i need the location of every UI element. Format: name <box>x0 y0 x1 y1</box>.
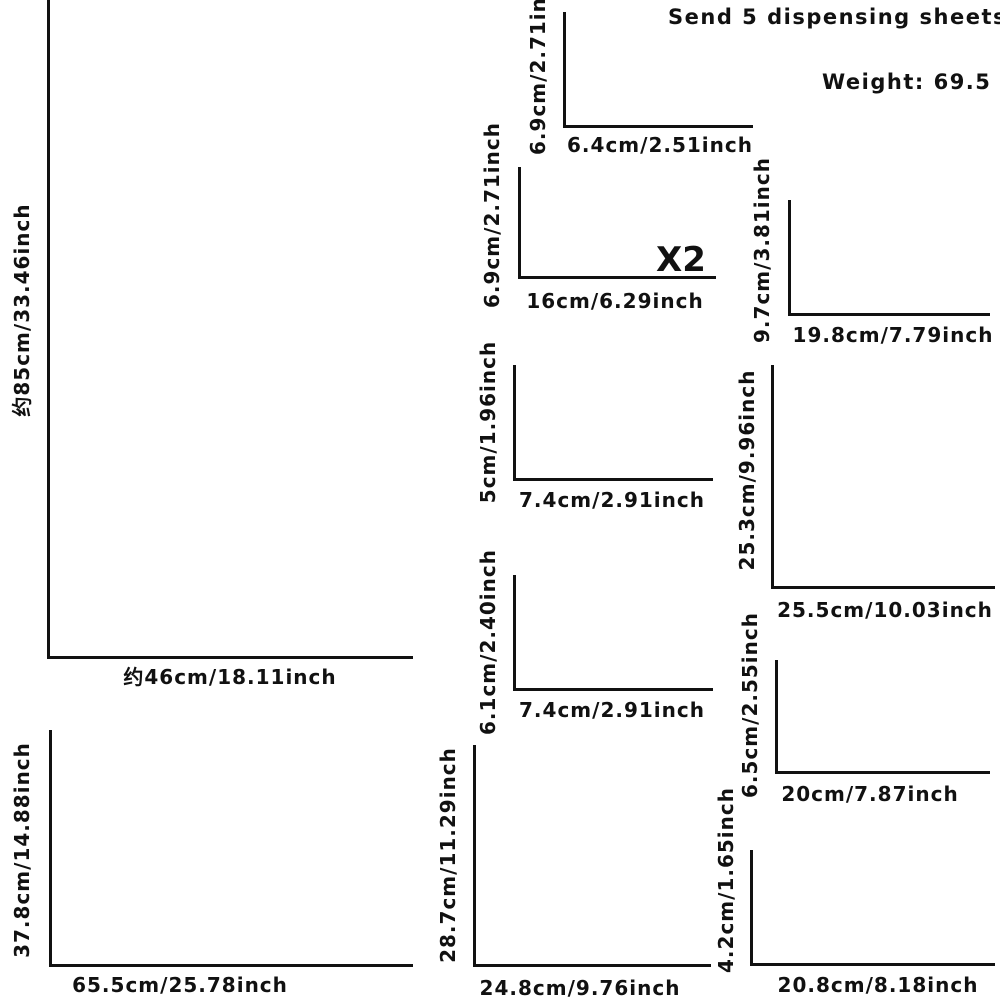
big-bat-height-label: 9.7cm/3.81inch <box>750 157 774 343</box>
axis-vertical <box>563 12 566 128</box>
mustache-width-label: 20cm/7.87inch <box>781 782 959 806</box>
axis-vertical <box>473 745 476 967</box>
axis-horizontal <box>788 313 990 316</box>
white-nose-width-label: 7.4cm/2.91inch <box>519 488 705 512</box>
gnome-width-label: 约46cm/18.11inch <box>123 665 337 689</box>
sheets-count-text: Send 5 dispensing sheets <box>668 5 1000 29</box>
axis-vertical <box>47 0 50 659</box>
axis-vertical <box>750 850 753 966</box>
bat-icon <box>250 145 392 232</box>
axis-horizontal <box>771 586 995 589</box>
white-nose-height-label: 5cm/1.96inch <box>476 340 500 504</box>
eyebrow-width-label: 20.8cm/8.18inch <box>777 973 979 997</box>
small-bat-width-label: 16cm/6.29inch <box>526 289 704 313</box>
axis-horizontal <box>513 688 713 691</box>
small-bat-height-label: 6.9cm/2.71inch <box>480 122 504 308</box>
axis-horizontal <box>47 656 413 659</box>
bat-icon <box>238 5 335 60</box>
eyebrow-height-label: 4.2cm/1.65inch <box>714 787 738 973</box>
axis-vertical <box>775 660 778 774</box>
hat-height-label: 37.8cm/14.88inch <box>10 742 34 958</box>
axis-vertical <box>788 200 791 316</box>
orange-nose-height-label: 6.9cm/2.71inch <box>526 0 550 155</box>
axis-horizontal <box>563 125 753 128</box>
gnome-height-label: 约85cm/33.46inch <box>10 203 34 417</box>
beard-width-label: 25.5cm/10.03inch <box>777 598 993 622</box>
beard-height-label: 25.3cm/9.96inch <box>735 369 759 571</box>
hat-width-label: 65.5cm/25.78inch <box>72 973 288 997</box>
axis-horizontal <box>513 478 713 481</box>
orange-nose-width-label: 6.4cm/2.51inch <box>567 133 753 157</box>
hand-width-label: 7.4cm/2.91inch <box>519 698 705 722</box>
axis-vertical <box>513 575 516 691</box>
axis-vertical <box>513 365 516 481</box>
big-bat-width-label: 19.8cm/7.79inch <box>792 323 994 347</box>
weight-text: Weight: 69.5 <box>822 70 992 94</box>
mustache-height-label: 6.5cm/2.55inch <box>738 612 762 798</box>
axis-vertical <box>49 730 52 967</box>
web-width-label: 24.8cm/9.76inch <box>479 976 681 1000</box>
axis-horizontal <box>775 771 990 774</box>
hand-height-label: 6.1cm/2.40inch <box>476 549 500 735</box>
axis-horizontal <box>750 963 995 966</box>
web-height-label: 28.7cm/11.29inch <box>436 747 460 963</box>
axis-horizontal <box>473 964 711 967</box>
bat-icon <box>313 72 437 128</box>
axis-vertical <box>518 167 521 279</box>
quantity-label: X2 <box>656 240 706 280</box>
axis-horizontal <box>49 964 413 967</box>
axis-horizontal <box>518 276 716 279</box>
axis-vertical <box>771 365 774 589</box>
